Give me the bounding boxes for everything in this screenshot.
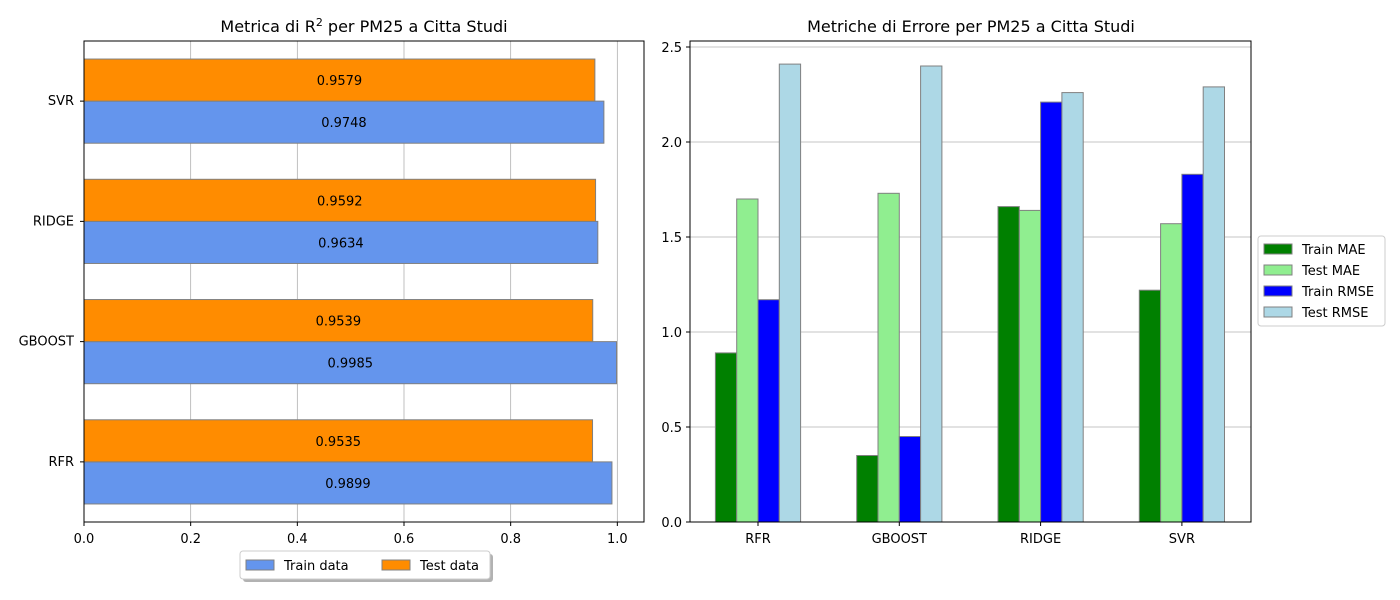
bar-train-data-rfr xyxy=(83,461,613,505)
legend-swatch-train-mae xyxy=(1263,243,1293,255)
legend-label-test-data: Test data xyxy=(419,559,479,574)
y-tick-label: 1.5 xyxy=(661,231,682,246)
x-tick-label: 0.8 xyxy=(500,532,521,547)
x-tick-label: 0.2 xyxy=(180,532,201,547)
legend-swatch-test-mae xyxy=(1263,264,1293,276)
r2-bars xyxy=(83,58,618,505)
r2-chart: Metrica di R2 per PM25 a Citta Studi 0.9… xyxy=(19,16,645,582)
r2-x-ticks: 0.0 0.2 0.4 0.6 0.8 1.0 xyxy=(74,522,628,547)
error-chart: Metriche di Errore per PM25 a Citta Stud… xyxy=(661,17,1386,547)
legend-box xyxy=(239,550,491,580)
r2-legend: Train data Test data xyxy=(239,550,493,582)
bar-label-test-data-svr: 0.9579 xyxy=(317,74,363,89)
y-tick-label-rfr: RFR xyxy=(48,455,74,470)
bar-train-rmse-svr xyxy=(1181,173,1204,523)
bar-label-test-data-gboost: 0.9539 xyxy=(316,315,362,330)
bar-test-data-gboost xyxy=(83,299,594,343)
bar-test-data-ridge xyxy=(83,178,597,222)
x-tick-label-svr: SVR xyxy=(1169,532,1195,547)
error-plot-frame xyxy=(689,40,1252,523)
bar-label-train-data-svr: 0.9748 xyxy=(321,116,367,131)
legend-label-train-rmse: Train RMSE xyxy=(1301,285,1374,300)
error-legend: Train MAE Test MAE Train RMSE Test RMSE xyxy=(1257,235,1386,327)
r2-bar-labels: 0.9899 0.9535 0.9985 0.9539 0.9634 0.9592 0.97… xyxy=(316,74,374,492)
legend-label-train-mae: Train MAE xyxy=(1301,243,1366,258)
legend-label-test-mae: Test MAE xyxy=(1301,264,1360,279)
x-tick-label: 0.6 xyxy=(394,532,415,547)
bar-test-mae-svr xyxy=(1160,223,1183,523)
y-tick-label-gboost: GBOOST xyxy=(19,335,74,350)
bar-train-rmse-gboost xyxy=(898,436,922,523)
error-x-ticks: RFR GBOOST RIDGE SVR xyxy=(745,522,1195,547)
bar-train-data-gboost xyxy=(83,341,618,385)
bar-train-mae-gboost xyxy=(856,455,879,523)
error-bars xyxy=(714,63,1225,523)
legend-swatch-train-data xyxy=(245,559,275,571)
bar-test-mae-ridge xyxy=(1018,209,1042,523)
bar-train-rmse-rfr xyxy=(757,299,780,523)
bar-train-rmse-ridge xyxy=(1040,101,1063,523)
bar-label-test-data-rfr: 0.9535 xyxy=(316,435,362,450)
bar-train-data-ridge xyxy=(83,220,599,264)
x-tick-label-rfr: RFR xyxy=(745,532,771,547)
bar-label-train-data-gboost: 0.9985 xyxy=(328,357,374,372)
r2-y-ticks: RFR GBOOST RIDGE SVR xyxy=(19,94,84,470)
x-tick-label-gboost: GBOOST xyxy=(872,532,927,547)
y-tick-label-ridge: RIDGE xyxy=(33,214,74,229)
bar-test-rmse-ridge xyxy=(1061,92,1084,523)
bar-train-mae-rfr xyxy=(714,352,738,523)
legend-label-train-data: Train data xyxy=(283,559,349,574)
x-tick-label: 0.0 xyxy=(74,532,95,547)
x-tick-label: 1.0 xyxy=(607,532,628,547)
bar-test-mae-rfr xyxy=(736,198,759,523)
y-tick-label: 2.0 xyxy=(661,136,682,151)
y-tick-label: 0.0 xyxy=(661,516,682,531)
bar-test-rmse-svr xyxy=(1202,86,1225,523)
bar-train-mae-svr xyxy=(1138,289,1162,523)
legend-swatch-test-data xyxy=(381,559,411,571)
legend-box xyxy=(1257,235,1386,327)
x-tick-label: 0.4 xyxy=(287,532,308,547)
y-tick-label-svr: SVR xyxy=(48,94,74,109)
y-tick-label: 0.5 xyxy=(661,421,682,436)
bar-label-test-data-ridge: 0.9592 xyxy=(317,194,363,209)
legend-swatch-test-rmse xyxy=(1263,306,1293,318)
error-y-ticks: 0.0 0.5 1.0 1.5 2.0 2.5 xyxy=(661,41,690,531)
bar-test-rmse-rfr xyxy=(778,63,802,523)
legend-label-test-rmse: Test RMSE xyxy=(1301,306,1368,321)
bar-label-train-data-rfr: 0.9899 xyxy=(325,477,371,492)
r2-plot-frame xyxy=(83,40,645,523)
bar-test-mae-gboost xyxy=(877,192,900,523)
x-tick-label-ridge: RIDGE xyxy=(1020,532,1061,547)
bar-label-train-data-ridge: 0.9634 xyxy=(318,236,364,251)
legend-swatch-train-rmse xyxy=(1263,285,1293,297)
r2-chart-title: Metrica di R2 per PM25 a Citta Studi xyxy=(220,16,507,36)
bar-test-rmse-gboost xyxy=(920,65,943,523)
bar-train-data-svr xyxy=(83,100,605,144)
bar-train-mae-ridge xyxy=(997,206,1020,523)
error-chart-title: Metriche di Errore per PM25 a Citta Stud… xyxy=(807,17,1135,36)
bar-test-data-svr xyxy=(83,58,596,102)
y-tick-label: 2.5 xyxy=(661,41,682,56)
y-tick-label: 1.0 xyxy=(661,326,682,341)
